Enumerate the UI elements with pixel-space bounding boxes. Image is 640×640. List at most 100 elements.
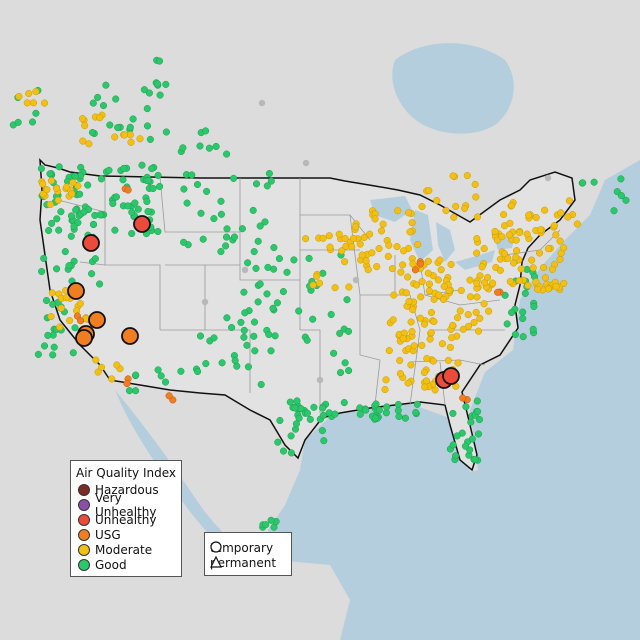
monitor-point-moderate [421, 383, 429, 391]
monitor-point-good [145, 89, 153, 97]
monitor-point-moderate [480, 279, 489, 287]
monitor-point-moderate [348, 243, 356, 251]
monitor-point-good [453, 432, 461, 440]
monitor-point-good [49, 351, 57, 359]
monitor-point-good [343, 296, 351, 304]
monitor-point-moderate [416, 314, 424, 322]
monitor-point-usg [411, 266, 419, 274]
monitor-point-good [128, 229, 136, 238]
good-swatch-icon [78, 559, 90, 571]
legend-item-moderate: Moderate [78, 543, 152, 557]
monitor-point-good [320, 437, 328, 445]
monitor-point-good [42, 296, 51, 305]
monitor-point-good [89, 99, 97, 107]
monitor-point-good [231, 357, 239, 365]
monitor-point-moderate [456, 307, 464, 315]
monitor-point-good [223, 314, 231, 322]
monitor-point-moderate [399, 335, 407, 343]
monitor-point-good [267, 347, 275, 355]
monitor-point-good [114, 124, 122, 132]
monitor-point-good [319, 411, 327, 419]
very-unhealthy-swatch-icon [78, 499, 90, 511]
monitor-point-good [55, 226, 63, 234]
monitor-point-good [38, 267, 46, 276]
monitor-point-moderate [552, 283, 560, 291]
monitor-point-good [217, 210, 225, 218]
monitor-point-moderate [506, 278, 514, 286]
monitor-point-moderate [446, 343, 454, 351]
monitor-point-good [212, 142, 220, 151]
monitor-point-moderate [489, 279, 497, 287]
monitor-point-good [474, 430, 483, 438]
monitor-point-good [310, 403, 318, 411]
moderate-swatch-icon [78, 544, 90, 556]
monitor-point-good [88, 128, 97, 137]
monitor-point-good [148, 165, 156, 173]
monitor-point-moderate [48, 289, 56, 297]
monitor-point-moderate [15, 92, 23, 101]
monitor-point-good [452, 452, 460, 460]
monitor-point-good [345, 367, 353, 375]
monitor-point-moderate [331, 284, 339, 292]
monitor-point-good [270, 244, 278, 252]
monitor-point-moderate [410, 342, 418, 350]
monitor-point-good [162, 128, 170, 136]
monitor-point-good [72, 206, 80, 214]
large-marker-unhealthy [82, 234, 100, 252]
monitor-point-moderate [472, 193, 480, 201]
monitor-point-good [362, 406, 370, 414]
large-markers [67, 215, 460, 389]
monitor-point-moderate [66, 316, 74, 325]
monitor-point-good [143, 122, 152, 130]
monitor-point-moderate [408, 328, 416, 336]
monitor-point-moderate [466, 276, 474, 284]
monitor-point-good [155, 57, 164, 65]
monitor-point-good [267, 177, 275, 185]
monitor-point-usg [165, 392, 173, 400]
monitor-point-moderate [537, 226, 545, 234]
monitor-point-good [375, 406, 383, 414]
legend-label: Good [95, 558, 127, 572]
monitor-point-moderate [40, 99, 49, 107]
monitor-point-good [14, 118, 22, 126]
monitor-point-moderate [427, 329, 435, 337]
monitor-point-good [228, 323, 236, 332]
monitor-point-good [306, 415, 314, 423]
monitor-point-good [217, 197, 225, 205]
monitor-point-moderate [550, 222, 558, 230]
monitor-point-moderate [506, 219, 514, 227]
monitor-point-good [263, 182, 271, 190]
monitor-point-good [286, 398, 294, 406]
monitor-point-good [146, 135, 154, 143]
monitor-point-moderate [470, 318, 478, 327]
monitor-point-moderate [23, 99, 31, 107]
monitor-point-moderate [413, 281, 421, 289]
monitor-point-good [144, 177, 152, 185]
monitor-point-good [154, 171, 162, 179]
monitor-point-usg [416, 260, 424, 268]
monitor-point-good [157, 372, 165, 380]
large-marker-unhealthy [442, 367, 460, 385]
monitor-point-moderate [29, 99, 38, 107]
monitor-point-moderate [338, 247, 346, 255]
monitor-point-good [132, 387, 140, 395]
monitor-point-good [210, 215, 218, 223]
monitor-point-moderate [491, 227, 499, 235]
monitor-point-moderate [127, 138, 135, 146]
monitor-point-good [217, 248, 225, 256]
monitor-point-good [319, 404, 327, 412]
monitor-point-good [240, 288, 248, 296]
monitor-point-good [305, 254, 313, 262]
monitor-point-good [65, 262, 73, 270]
monitor-point-good [120, 164, 128, 172]
monitor-point-good [265, 169, 273, 178]
monitor-point-moderate [473, 293, 481, 301]
monitor-point-good [197, 209, 205, 217]
monitor-point-good [394, 406, 402, 415]
monitor-point-moderate [404, 273, 412, 281]
monitor-point-good [28, 118, 37, 126]
monitor-point-moderate [420, 368, 428, 377]
monitor-point-good [177, 367, 185, 375]
monitor-point-good [412, 408, 420, 417]
monitor-point-moderate [498, 233, 506, 241]
